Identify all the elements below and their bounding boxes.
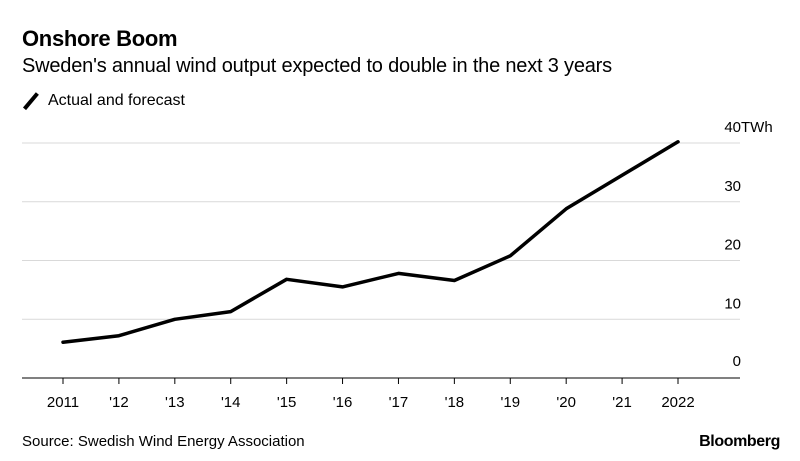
y-tick-label: 40 xyxy=(724,119,741,136)
legend-label: Actual and forecast xyxy=(48,92,185,109)
x-tick-label: '19 xyxy=(500,394,520,411)
chart-subtitle: Sweden's annual wind output expected to … xyxy=(22,55,612,77)
data-point xyxy=(566,208,567,209)
chart-title: Onshore Boom xyxy=(22,26,178,51)
y-tick-label: 10 xyxy=(724,295,741,312)
data-point xyxy=(454,280,455,281)
legend: Actual and forecast xyxy=(22,92,185,110)
x-tick-label: '16 xyxy=(333,394,353,411)
data-point xyxy=(118,335,119,336)
data-point xyxy=(398,273,399,274)
data-point xyxy=(174,319,175,320)
bloomberg-logo: Bloomberg xyxy=(699,433,780,450)
data-point xyxy=(510,255,511,256)
x-tick-label: 2011 xyxy=(47,394,79,411)
x-tick-label: '14 xyxy=(221,394,241,411)
data-point xyxy=(678,141,679,142)
x-tick-label: 2022 xyxy=(661,394,694,411)
data-point xyxy=(230,311,231,312)
data-point xyxy=(342,286,343,287)
x-tick-label: '18 xyxy=(445,394,465,411)
y-unit-label: TWh xyxy=(741,119,773,136)
x-tick-label: '15 xyxy=(277,394,297,411)
y-tick-label: 0 xyxy=(733,353,741,370)
x-tick-label: '20 xyxy=(556,394,576,411)
x-tick-label: '17 xyxy=(389,394,409,411)
data-point xyxy=(622,175,623,176)
x-tick-label: '12 xyxy=(109,394,129,411)
series-line xyxy=(61,140,680,344)
x-tick-label: '21 xyxy=(612,394,632,411)
y-tick-label: 30 xyxy=(724,178,741,195)
data-point xyxy=(63,342,64,343)
data-point xyxy=(286,279,287,280)
source-note: Source: Swedish Wind Energy Association xyxy=(22,433,305,450)
x-tick-label: '13 xyxy=(165,394,185,411)
y-tick-label: 20 xyxy=(724,237,741,254)
